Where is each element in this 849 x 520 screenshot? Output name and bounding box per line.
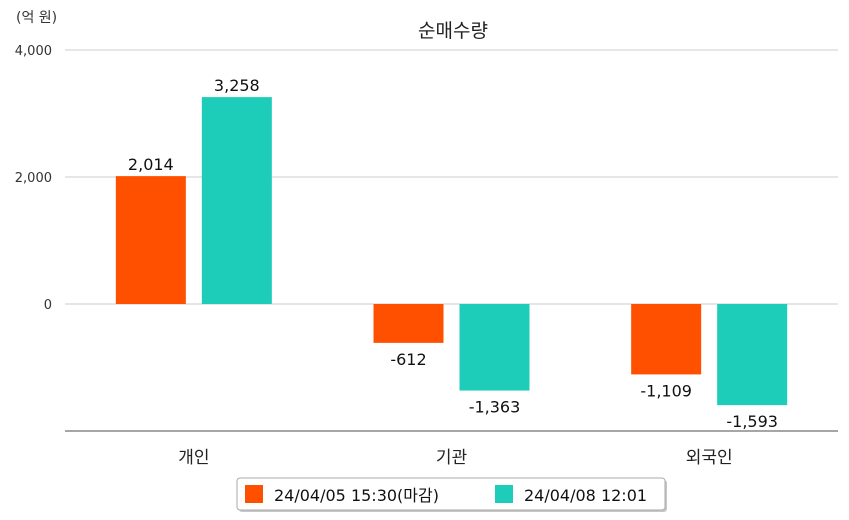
bar-외국인-series-1 (631, 304, 702, 375)
label-layer: 2,014 3,258 개인 -612 -1,363 기관 -1,109 -1,593 외국인 (128, 76, 778, 468)
x-category-label: 개인 (178, 448, 209, 468)
chart-title: 순매수량 (418, 20, 488, 42)
data-label: -1,593 (726, 412, 778, 431)
y-tick-label: 4,000 (15, 44, 52, 59)
legend-swatch (245, 485, 263, 503)
x-category-label: 외국인 (686, 448, 733, 468)
y-tick-label: 2,000 (15, 171, 52, 186)
unit-label: (억 원) (16, 10, 57, 26)
legend-label: 24/04/08 12:01 (524, 486, 647, 505)
bar-기관-series-2 (459, 304, 530, 391)
data-label: -1,363 (469, 398, 521, 417)
legend: 24/04/05 15:30(마감) 24/04/08 12:01 (236, 477, 667, 512)
legend-label: 24/04/05 15:30(마감) (274, 486, 439, 505)
bar-외국인-series-2 (717, 304, 788, 406)
legend-swatch (495, 485, 513, 503)
data-label: 3,258 (214, 76, 260, 95)
data-label: 2,014 (128, 155, 174, 174)
bar-개인-series-2 (201, 97, 272, 304)
grid-layer: 4,000 2,000 0 (15, 44, 838, 432)
x-category-label: 기관 (436, 448, 467, 468)
bar-개인-series-1 (115, 176, 186, 304)
bar-기관-series-1 (373, 304, 444, 343)
data-label: -612 (390, 350, 426, 369)
bar-layer (115, 97, 788, 406)
y-tick-label: 0 (44, 298, 52, 313)
data-label: -1,109 (640, 381, 692, 400)
legend-box (236, 477, 666, 511)
